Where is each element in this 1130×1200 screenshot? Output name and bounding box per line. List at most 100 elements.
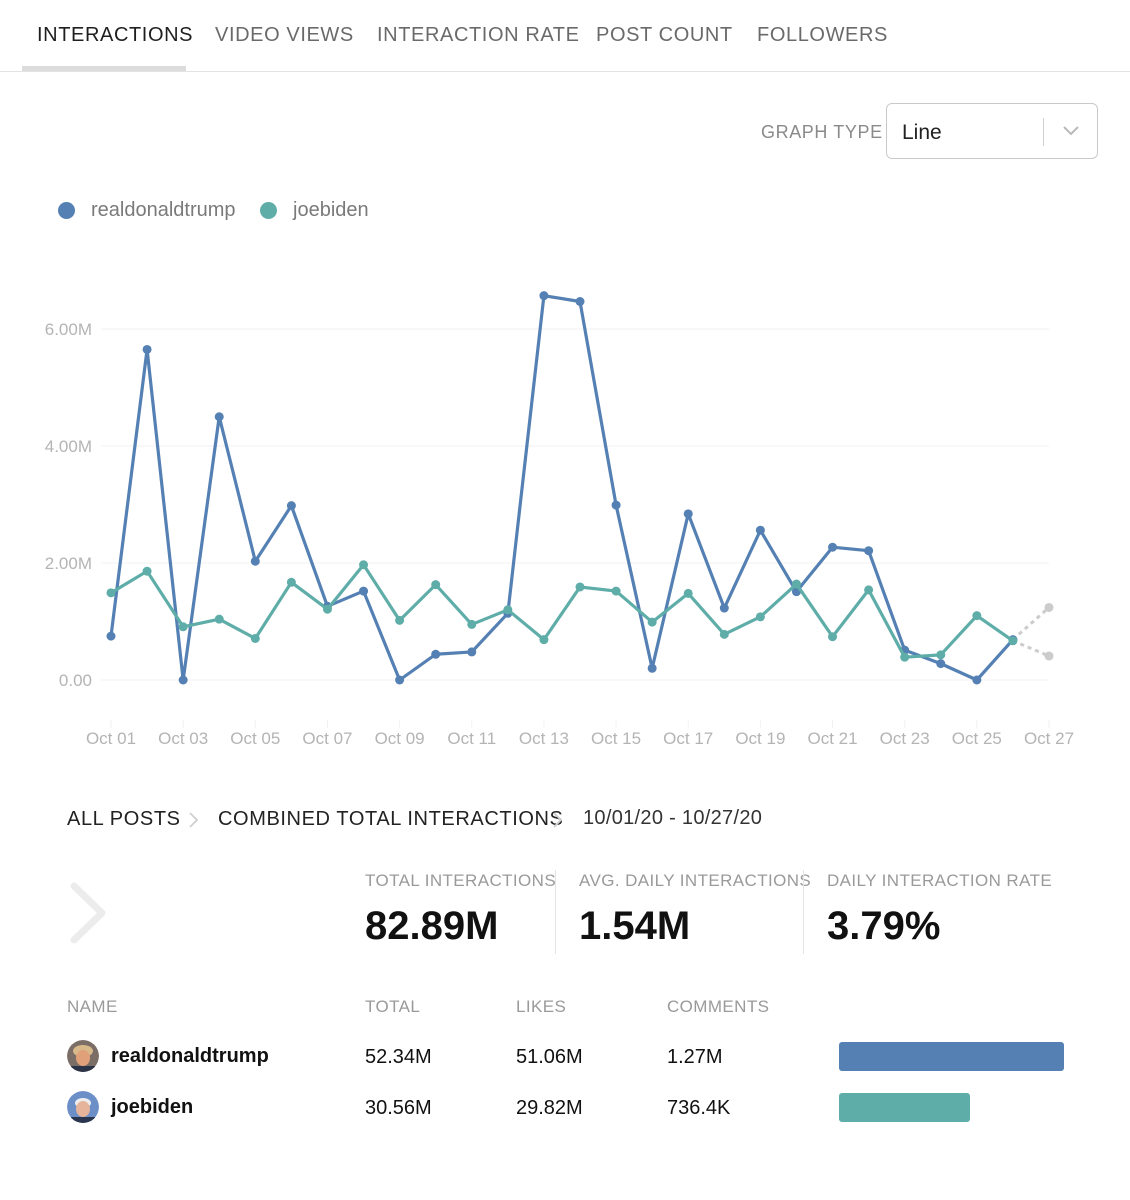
x-tick-label: Oct 19 — [735, 729, 785, 748]
legend-item-joebiden[interactable]: joebiden — [260, 196, 369, 224]
joebiden-data-point — [828, 632, 838, 642]
joebiden-data-point — [647, 617, 657, 627]
realdonaldtrump-data-point — [828, 542, 838, 552]
joebiden-data-point — [864, 585, 874, 595]
chevron-right-icon[interactable] — [66, 880, 112, 946]
x-tick-label: Oct 17 — [663, 729, 713, 748]
tab-interaction-rate[interactable]: INTERACTION RATE — [377, 24, 580, 46]
graph-type-select[interactable]: Line — [886, 103, 1098, 159]
table-row[interactable]: joebiden 30.56M 29.82M 736.4K — [0, 1088, 1130, 1128]
x-tick-label: Oct 25 — [952, 729, 1002, 748]
joebiden-series-line — [110, 563, 1014, 659]
legend-label: joebiden — [293, 198, 369, 221]
stat-value-daily-rate: 3.79% — [827, 904, 941, 948]
comments-value: 1.27M — [667, 1046, 723, 1068]
realdonaldtrump-data-point — [431, 649, 441, 659]
y-tick-label: 4.00M — [45, 437, 92, 456]
realdonaldtrump-data-point — [575, 297, 585, 307]
tab-post-count[interactable]: POST COUNT — [596, 24, 733, 46]
stat-divider — [803, 870, 804, 954]
stat-label-avg-daily: AVG. DAILY INTERACTIONS — [579, 871, 812, 890]
graph-type-label: GRAPH TYPE — [761, 122, 883, 142]
joebiden-data-point — [106, 588, 116, 598]
joebiden-data-point — [791, 579, 801, 589]
joebiden-data-point — [755, 612, 765, 622]
account-name[interactable]: realdonaldtrump — [111, 1045, 269, 1067]
select-divider — [1043, 118, 1044, 146]
joebiden-projection-line — [1012, 639, 1050, 658]
active-tab-indicator — [22, 66, 186, 71]
column-header-name[interactable]: NAME — [67, 997, 118, 1016]
column-header-comments[interactable]: COMMENTS — [667, 997, 770, 1016]
y-tick-label: 6.00M — [45, 320, 92, 339]
x-tick-label: Oct 09 — [375, 729, 425, 748]
realdonaldtrump-data-point — [214, 412, 224, 422]
joebiden-data-point — [503, 605, 513, 615]
tab-followers[interactable]: FOLLOWERS — [757, 24, 888, 46]
chevron-down-icon — [1063, 126, 1079, 136]
realdonaldtrump-data-point — [142, 344, 152, 354]
realdonaldtrump-series-line — [109, 294, 1015, 682]
joebiden-data-point — [611, 586, 621, 596]
realdonaldtrump-data-point — [250, 556, 260, 566]
y-tick-label: 0.00 — [59, 671, 92, 690]
realdonaldtrump-data-point — [611, 500, 621, 510]
tab-interactions[interactable]: INTERACTIONS — [37, 24, 194, 46]
realdonaldtrump-data-point — [864, 546, 874, 556]
x-tick-label: Oct 21 — [807, 729, 857, 748]
joebiden-data-point — [900, 652, 910, 662]
stat-divider — [555, 870, 556, 954]
x-tick-label: Oct 15 — [591, 729, 641, 748]
breadcrumb-combined-total[interactable]: COMBINED TOTAL INTERACTIONS — [218, 808, 564, 830]
stat-value-total-interactions: 82.89M — [365, 904, 499, 948]
column-header-total[interactable]: TOTAL — [365, 997, 421, 1016]
joebiden-data-point — [359, 560, 369, 570]
realdonaldtrump-data-point — [106, 631, 116, 641]
joebiden-data-point — [214, 614, 224, 624]
total-value: 52.34M — [365, 1046, 432, 1068]
stat-label-daily-rate: DAILY INTERACTION RATE — [827, 871, 1053, 890]
legend-item-realdonaldtrump[interactable]: realdonaldtrump — [58, 196, 236, 224]
graph-type-value: Line — [902, 121, 942, 144]
x-tick-label: Oct 07 — [302, 729, 352, 748]
joebiden-data-point — [467, 619, 477, 629]
chevron-right-icon — [553, 812, 563, 828]
legend-label: realdonaldtrump — [91, 198, 236, 221]
realdonaldtrump-data-point — [719, 603, 729, 613]
x-tick-label: Oct 27 — [1024, 729, 1074, 748]
joebiden-projected-point — [1044, 651, 1054, 661]
x-tick-label: Oct 11 — [447, 729, 496, 748]
realdonaldtrump-data-point — [467, 647, 477, 657]
joebiden-data-point — [539, 635, 549, 645]
legend-dot-icon — [260, 201, 277, 219]
joebiden-data-point — [719, 629, 729, 639]
joebiden-data-point — [250, 633, 260, 643]
realdonaldtrump-data-point — [286, 501, 296, 511]
realdonaldtrump-data-point — [647, 663, 657, 673]
stat-label-total-interactions: TOTAL INTERACTIONS — [365, 871, 557, 890]
joebiden-data-point — [936, 650, 946, 660]
comments-value: 736.4K — [667, 1097, 731, 1119]
column-header-likes[interactable]: LIKES — [516, 997, 567, 1016]
realdonaldtrump-data-point — [395, 675, 405, 685]
joebiden-data-point — [575, 582, 585, 592]
joebiden-data-point — [683, 588, 693, 598]
realdonaldtrump-data-point — [755, 525, 765, 535]
likes-value: 29.82M — [516, 1097, 583, 1119]
account-name[interactable]: joebiden — [111, 1096, 194, 1118]
joebiden-data-point — [322, 604, 332, 614]
realdonaldtrump-data-point — [178, 675, 188, 685]
realdonaldtrump-projection-line — [1011, 606, 1050, 641]
breadcrumb-all-posts[interactable]: ALL POSTS — [67, 808, 181, 830]
total-value: 30.56M — [365, 1097, 432, 1119]
joebiden-data-point — [395, 615, 405, 625]
realdonaldtrump-projected-point — [1044, 602, 1054, 612]
x-tick-label: Oct 03 — [158, 729, 208, 748]
tab-video-views[interactable]: VIDEO VIEWS — [215, 24, 354, 46]
joebiden-data-point — [1008, 636, 1018, 646]
x-tick-label: Oct 01 — [86, 729, 136, 748]
legend-dot-icon — [58, 201, 75, 219]
share-bar — [839, 1093, 970, 1122]
date-range: 10/01/20 - 10/27/20 — [583, 807, 763, 829]
table-row[interactable]: realdonaldtrump 52.34M 51.06M 1.27M — [0, 1037, 1130, 1077]
